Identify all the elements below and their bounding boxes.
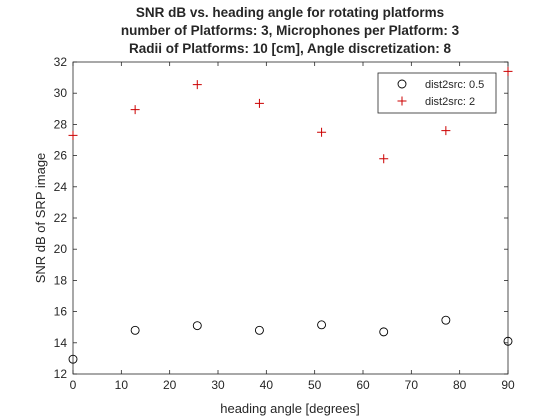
chart-title-line-1: SNR dB vs. heading angle for rotating pl… xyxy=(136,5,444,20)
y-tick-label: 28 xyxy=(54,117,68,131)
y-tick-label: 20 xyxy=(54,242,68,256)
chart-title: SNR dB vs. heading angle for rotating pl… xyxy=(121,5,460,56)
legend-label: dist2src: 2 xyxy=(425,96,475,108)
x-tick-label: 60 xyxy=(356,378,370,392)
x-tick-label: 10 xyxy=(115,378,129,392)
y-tick-label: 26 xyxy=(54,149,68,163)
x-tick-label: 20 xyxy=(163,378,177,392)
y-tick-label: 14 xyxy=(54,336,68,350)
y-tick-label: 22 xyxy=(54,211,68,225)
y-tick-label: 18 xyxy=(54,273,68,287)
x-tick-label: 30 xyxy=(211,378,225,392)
x-tick-label: 50 xyxy=(308,378,322,392)
legend-label: dist2src: 0.5 xyxy=(425,79,484,91)
legend: dist2src: 0.5 dist2src: 2 xyxy=(378,73,496,113)
x-tick-label: 90 xyxy=(501,378,515,392)
y-tick-label: 24 xyxy=(54,180,68,194)
y-tick-label: 30 xyxy=(54,86,68,100)
x-tick-label: 80 xyxy=(453,378,467,392)
x-tick-label: 0 xyxy=(70,378,77,392)
y-tick-label: 16 xyxy=(54,305,68,319)
y-tick-label: 12 xyxy=(54,367,68,381)
chart-title-line-2: number of Platforms: 3, Microphones per … xyxy=(121,23,460,38)
x-tick-label: 70 xyxy=(405,378,419,392)
x-tick-label: 40 xyxy=(260,378,274,392)
chart-title-line-3: Radii of Platforms: 10 [cm], Angle discr… xyxy=(129,41,452,56)
y-axis-label: SNR dB of SRP image xyxy=(33,153,48,284)
x-axis-label: heading angle [degrees] xyxy=(220,401,360,416)
y-tick-label: 32 xyxy=(54,55,68,69)
